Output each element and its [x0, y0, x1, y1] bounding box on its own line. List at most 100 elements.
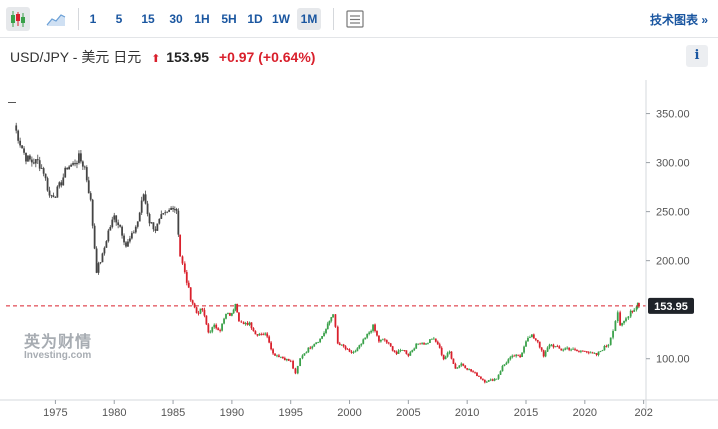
candle-body [421, 343, 423, 344]
candlestick-icon[interactable] [6, 7, 30, 31]
advanced-chart-link[interactable]: 技术图表 » [649, 13, 708, 27]
info-button[interactable]: i [686, 45, 708, 67]
candle-body [583, 350, 586, 352]
candle-body [430, 338, 433, 340]
candle-body [568, 347, 571, 350]
candle-body [458, 365, 461, 368]
candle-body [95, 248, 98, 273]
candle-body [605, 346, 608, 347]
candle-body [146, 203, 149, 215]
candle-body [530, 334, 533, 338]
candle-body [629, 310, 632, 317]
candle-body [411, 350, 414, 353]
candle-body [219, 330, 222, 331]
candle-body [150, 222, 153, 224]
candle-body [429, 339, 431, 343]
candle-body [262, 334, 265, 336]
interval-button[interactable]: 1D [247, 12, 263, 26]
candle-body [54, 197, 57, 198]
last-price: 153.95 [166, 49, 210, 65]
candle-body [415, 343, 418, 349]
candle-body [256, 334, 259, 336]
candle-body [397, 350, 400, 354]
interval-button[interactable]: 30 [169, 12, 183, 26]
interval-button[interactable]: 5H [221, 12, 237, 26]
candle-body [323, 333, 325, 337]
table-icon[interactable] [343, 7, 367, 31]
candle-body [330, 317, 333, 321]
interval-button[interactable]: 15 [141, 12, 155, 26]
candle-body [338, 343, 341, 345]
candle-body [446, 352, 449, 357]
candle-body [454, 363, 457, 369]
candle-body [21, 145, 23, 149]
candle-body [413, 348, 416, 351]
watermark-cn: 英为财情 [24, 334, 93, 351]
interval-button[interactable]: 1M [297, 8, 321, 30]
candle-body [134, 226, 137, 233]
candle-body [529, 337, 531, 338]
candle-body [27, 155, 29, 162]
interval-button[interactable]: 1 [89, 12, 97, 26]
candle-body [129, 238, 131, 242]
candle-body [221, 323, 223, 331]
candle-body [36, 159, 39, 161]
candle-body [305, 352, 308, 354]
candle-body [509, 357, 512, 360]
candle-body [385, 340, 388, 343]
candle-body [623, 320, 625, 324]
candle-body [532, 334, 535, 339]
candle-body [478, 376, 480, 377]
candle-body [493, 378, 496, 381]
chart-toolbar: 1 5 15 30 1H 5H 1D 1W 1M 技术图表 » [0, 0, 718, 38]
candle-body [501, 365, 504, 372]
candle-body [81, 161, 84, 167]
drawing-tool-handle[interactable] [8, 102, 16, 103]
candle-body [250, 322, 253, 329]
candle-body [521, 352, 523, 358]
candle-body [70, 164, 72, 167]
candle-body [299, 358, 302, 366]
y-tick-label: 250.00 [656, 207, 690, 219]
candle-body [466, 368, 469, 370]
candle-body [56, 186, 59, 198]
candle-body [621, 323, 623, 326]
candle-body [321, 336, 323, 339]
candle-body [627, 316, 630, 319]
candle-body [91, 199, 94, 226]
interval-button[interactable]: 5 [115, 12, 123, 26]
candle-body [342, 344, 345, 347]
candle-body [378, 335, 380, 342]
candle-body [215, 324, 218, 329]
candle-body [242, 322, 245, 325]
candle-body [633, 309, 636, 312]
interval-button[interactable]: 1H [194, 12, 210, 26]
candle-body [225, 313, 227, 319]
candle-body [607, 344, 610, 347]
candle-body [334, 314, 337, 327]
candle-body [536, 339, 539, 342]
candle-body [511, 355, 514, 358]
candle-body [97, 263, 100, 273]
candle-body [201, 308, 204, 310]
candle-body [468, 369, 471, 371]
interval-button[interactable]: 1W [272, 12, 290, 26]
candle-body [30, 159, 33, 163]
x-tick-label: 2020 [573, 407, 597, 419]
candle-body [370, 330, 372, 333]
candle-body [195, 307, 198, 313]
candle-body [272, 349, 274, 354]
area-chart-icon[interactable] [44, 7, 68, 31]
candle-body [46, 178, 49, 191]
candle-body [209, 331, 212, 333]
candle-body [64, 167, 67, 178]
candle-body [525, 341, 527, 347]
price-chart[interactable]: 350.00 300.00 250.00 200.00 100.00 153.95 197… [0, 80, 718, 429]
candle-body [636, 303, 639, 307]
candle-body [538, 341, 541, 348]
candle-body [432, 338, 435, 340]
x-tick-label: 1990 [220, 407, 244, 419]
candle-body [211, 327, 214, 332]
candle-body [389, 343, 392, 347]
candle-body [387, 342, 390, 344]
